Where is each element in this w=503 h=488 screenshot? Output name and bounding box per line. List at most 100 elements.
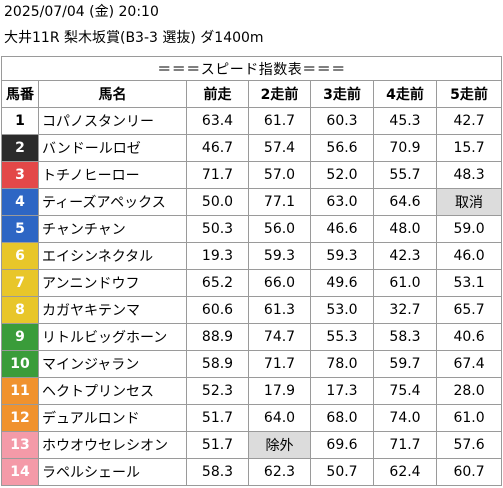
speed-index-r3: 49.6 <box>310 269 374 297</box>
table-title: ＝＝＝スピード指数表＝＝＝ <box>0 56 503 81</box>
speed-index-r2: 56.0 <box>248 215 311 243</box>
speed-index-r1: 58.9 <box>186 350 249 378</box>
column-header: 前走 <box>186 80 249 108</box>
speed-index-r2: 除外 <box>248 431 311 459</box>
speed-index-r3: 56.6 <box>310 134 374 162</box>
speed-index-r1: 60.6 <box>186 296 249 324</box>
speed-index-r2: 59.3 <box>248 242 311 270</box>
horse-name: ティーズアペックス <box>38 188 187 216</box>
table-row: 7 アンニンドウフ 65.2 66.0 49.6 61.0 53.1 <box>1 269 503 297</box>
horse-name: アンニンドウフ <box>38 269 187 297</box>
speed-index-r5: 40.6 <box>435 323 503 351</box>
horse-number: 5 <box>1 215 39 243</box>
speed-index-r2: 61.7 <box>248 107 311 135</box>
speed-index-r4: 45.3 <box>373 107 437 135</box>
speed-index-r1: 58.3 <box>186 458 249 486</box>
speed-index-r2: 57.0 <box>248 161 311 189</box>
table-row: 12 デュアルロンド 51.7 64.0 68.0 74.0 61.0 <box>1 404 503 432</box>
speed-index-r4: 64.6 <box>373 188 437 216</box>
speed-index-r4: 62.4 <box>373 458 437 486</box>
speed-index-r3: 50.7 <box>310 458 374 486</box>
table-row: 6 エイシンネクタル 19.3 59.3 59.3 42.3 46.0 <box>1 242 503 270</box>
horse-name: エイシンネクタル <box>38 242 187 270</box>
speed-index-r4: 32.7 <box>373 296 437 324</box>
horse-number: 13 <box>1 431 39 459</box>
speed-index-r4: 48.0 <box>373 215 437 243</box>
horse-number: 14 <box>1 458 39 486</box>
horse-name: トチノヒーロー <box>38 161 187 189</box>
speed-index-r2: 61.3 <box>248 296 311 324</box>
column-header: 3走前 <box>310 80 374 108</box>
horse-number: 10 <box>1 350 39 378</box>
speed-index-table: ＝＝＝スピード指数表＝＝＝ 馬番 馬名 前走 2走前 3走前 4走前 5走前 1… <box>0 56 503 486</box>
speed-index-r5: 53.1 <box>435 269 503 297</box>
speed-index-r2: 17.9 <box>248 377 311 405</box>
table-header-row: 馬番 馬名 前走 2走前 3走前 4走前 5走前 <box>1 80 503 108</box>
speed-index-r3: 63.0 <box>310 188 374 216</box>
table-title-row: ＝＝＝スピード指数表＝＝＝ <box>0 56 503 81</box>
table-row: 14 ラペルシェール 58.3 62.3 50.7 62.4 60.7 <box>1 458 503 486</box>
table-row: 8 カガヤキテンマ 60.6 61.3 53.0 32.7 65.7 <box>1 296 503 324</box>
speed-index-r2: 64.0 <box>248 404 311 432</box>
horse-name: バンドールロゼ <box>38 134 187 162</box>
speed-index-r4: 42.3 <box>373 242 437 270</box>
speed-index-r2: 66.0 <box>248 269 311 297</box>
table-row: 1 コパノスタンリー 63.4 61.7 60.3 45.3 42.7 <box>1 107 503 135</box>
speed-index-r5: 48.3 <box>435 161 503 189</box>
horse-number: 9 <box>1 323 39 351</box>
speed-index-r5: 59.0 <box>435 215 503 243</box>
column-header: 5走前 <box>435 80 503 108</box>
speed-index-r4: 61.0 <box>373 269 437 297</box>
speed-index-r3: 52.0 <box>310 161 374 189</box>
table-row: 5 チャンチャン 50.3 56.0 46.6 48.0 59.0 <box>1 215 503 243</box>
speed-index-r5: 67.4 <box>435 350 503 378</box>
speed-index-r5: 28.0 <box>435 377 503 405</box>
speed-index-r2: 71.7 <box>248 350 311 378</box>
speed-index-r5: 57.6 <box>435 431 503 459</box>
horse-name: デュアルロンド <box>38 404 187 432</box>
speed-index-r1: 19.3 <box>186 242 249 270</box>
speed-index-r1: 88.9 <box>186 323 249 351</box>
horse-number: 4 <box>1 188 39 216</box>
horse-name: ラペルシェール <box>38 458 187 486</box>
table-row: 4 ティーズアペックス 50.0 77.1 63.0 64.6 取消 <box>1 188 503 216</box>
horse-name: マインジャラン <box>38 350 187 378</box>
speed-index-r5: 15.7 <box>435 134 503 162</box>
column-header: 2走前 <box>248 80 311 108</box>
horse-number: 1 <box>1 107 39 135</box>
horse-name: ヘクトプリンセス <box>38 377 187 405</box>
speed-index-r4: 70.9 <box>373 134 437 162</box>
speed-index-r2: 62.3 <box>248 458 311 486</box>
speed-index-r3: 17.3 <box>310 377 374 405</box>
speed-index-r4: 75.4 <box>373 377 437 405</box>
speed-index-r4: 58.3 <box>373 323 437 351</box>
speed-index-r1: 50.3 <box>186 215 249 243</box>
speed-index-r3: 59.3 <box>310 242 374 270</box>
speed-index-r3: 53.0 <box>310 296 374 324</box>
horse-number: 8 <box>1 296 39 324</box>
table-row: 13 ホウオウセレシオン 51.7 除外 69.6 71.7 57.6 <box>1 431 503 459</box>
horse-name: コパノスタンリー <box>38 107 187 135</box>
table-row: 3 トチノヒーロー 71.7 57.0 52.0 55.7 48.3 <box>1 161 503 189</box>
horse-name: ホウオウセレシオン <box>38 431 187 459</box>
speed-index-r5: 60.7 <box>435 458 503 486</box>
horse-number: 12 <box>1 404 39 432</box>
speed-index-r1: 46.7 <box>186 134 249 162</box>
speed-index-r3: 69.6 <box>310 431 374 459</box>
speed-index-r2: 74.7 <box>248 323 311 351</box>
horse-number: 11 <box>1 377 39 405</box>
table-row: 10 マインジャラン 58.9 71.7 78.0 59.7 67.4 <box>1 350 503 378</box>
table-row: 11 ヘクトプリンセス 52.3 17.9 17.3 75.4 28.0 <box>1 377 503 405</box>
column-header: 馬番 <box>1 80 39 108</box>
speed-index-r3: 60.3 <box>310 107 374 135</box>
column-header: 馬名 <box>38 80 187 108</box>
race-title: 大井11R 梨木坂賞(B3-3 選抜) ダ1400m <box>4 30 264 46</box>
horse-name: チャンチャン <box>38 215 187 243</box>
speed-index-r1: 71.7 <box>186 161 249 189</box>
speed-index-r3: 68.0 <box>310 404 374 432</box>
horse-number: 2 <box>1 134 39 162</box>
speed-index-r3: 55.3 <box>310 323 374 351</box>
speed-index-r1: 63.4 <box>186 107 249 135</box>
speed-index-r2: 57.4 <box>248 134 311 162</box>
speed-index-r4: 55.7 <box>373 161 437 189</box>
